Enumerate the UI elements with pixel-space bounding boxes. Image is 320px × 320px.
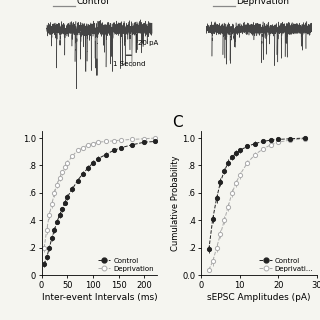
X-axis label: Inter-event Intervals (ms): Inter-event Intervals (ms)	[42, 292, 157, 301]
Text: C: C	[172, 115, 183, 130]
Text: Control: Control	[76, 0, 109, 6]
Text: 20 pA: 20 pA	[138, 40, 158, 46]
X-axis label: sEPSC Amplitudes (pA): sEPSC Amplitudes (pA)	[207, 292, 311, 301]
Text: 1 Second: 1 Second	[113, 61, 145, 67]
Text: Deprivation: Deprivation	[236, 0, 289, 6]
Legend: Control, Deprivation: Control, Deprivation	[98, 258, 154, 272]
Legend: Control, Deprivati...: Control, Deprivati...	[260, 258, 313, 272]
Y-axis label: Cumulative Probability: Cumulative Probability	[171, 156, 180, 251]
